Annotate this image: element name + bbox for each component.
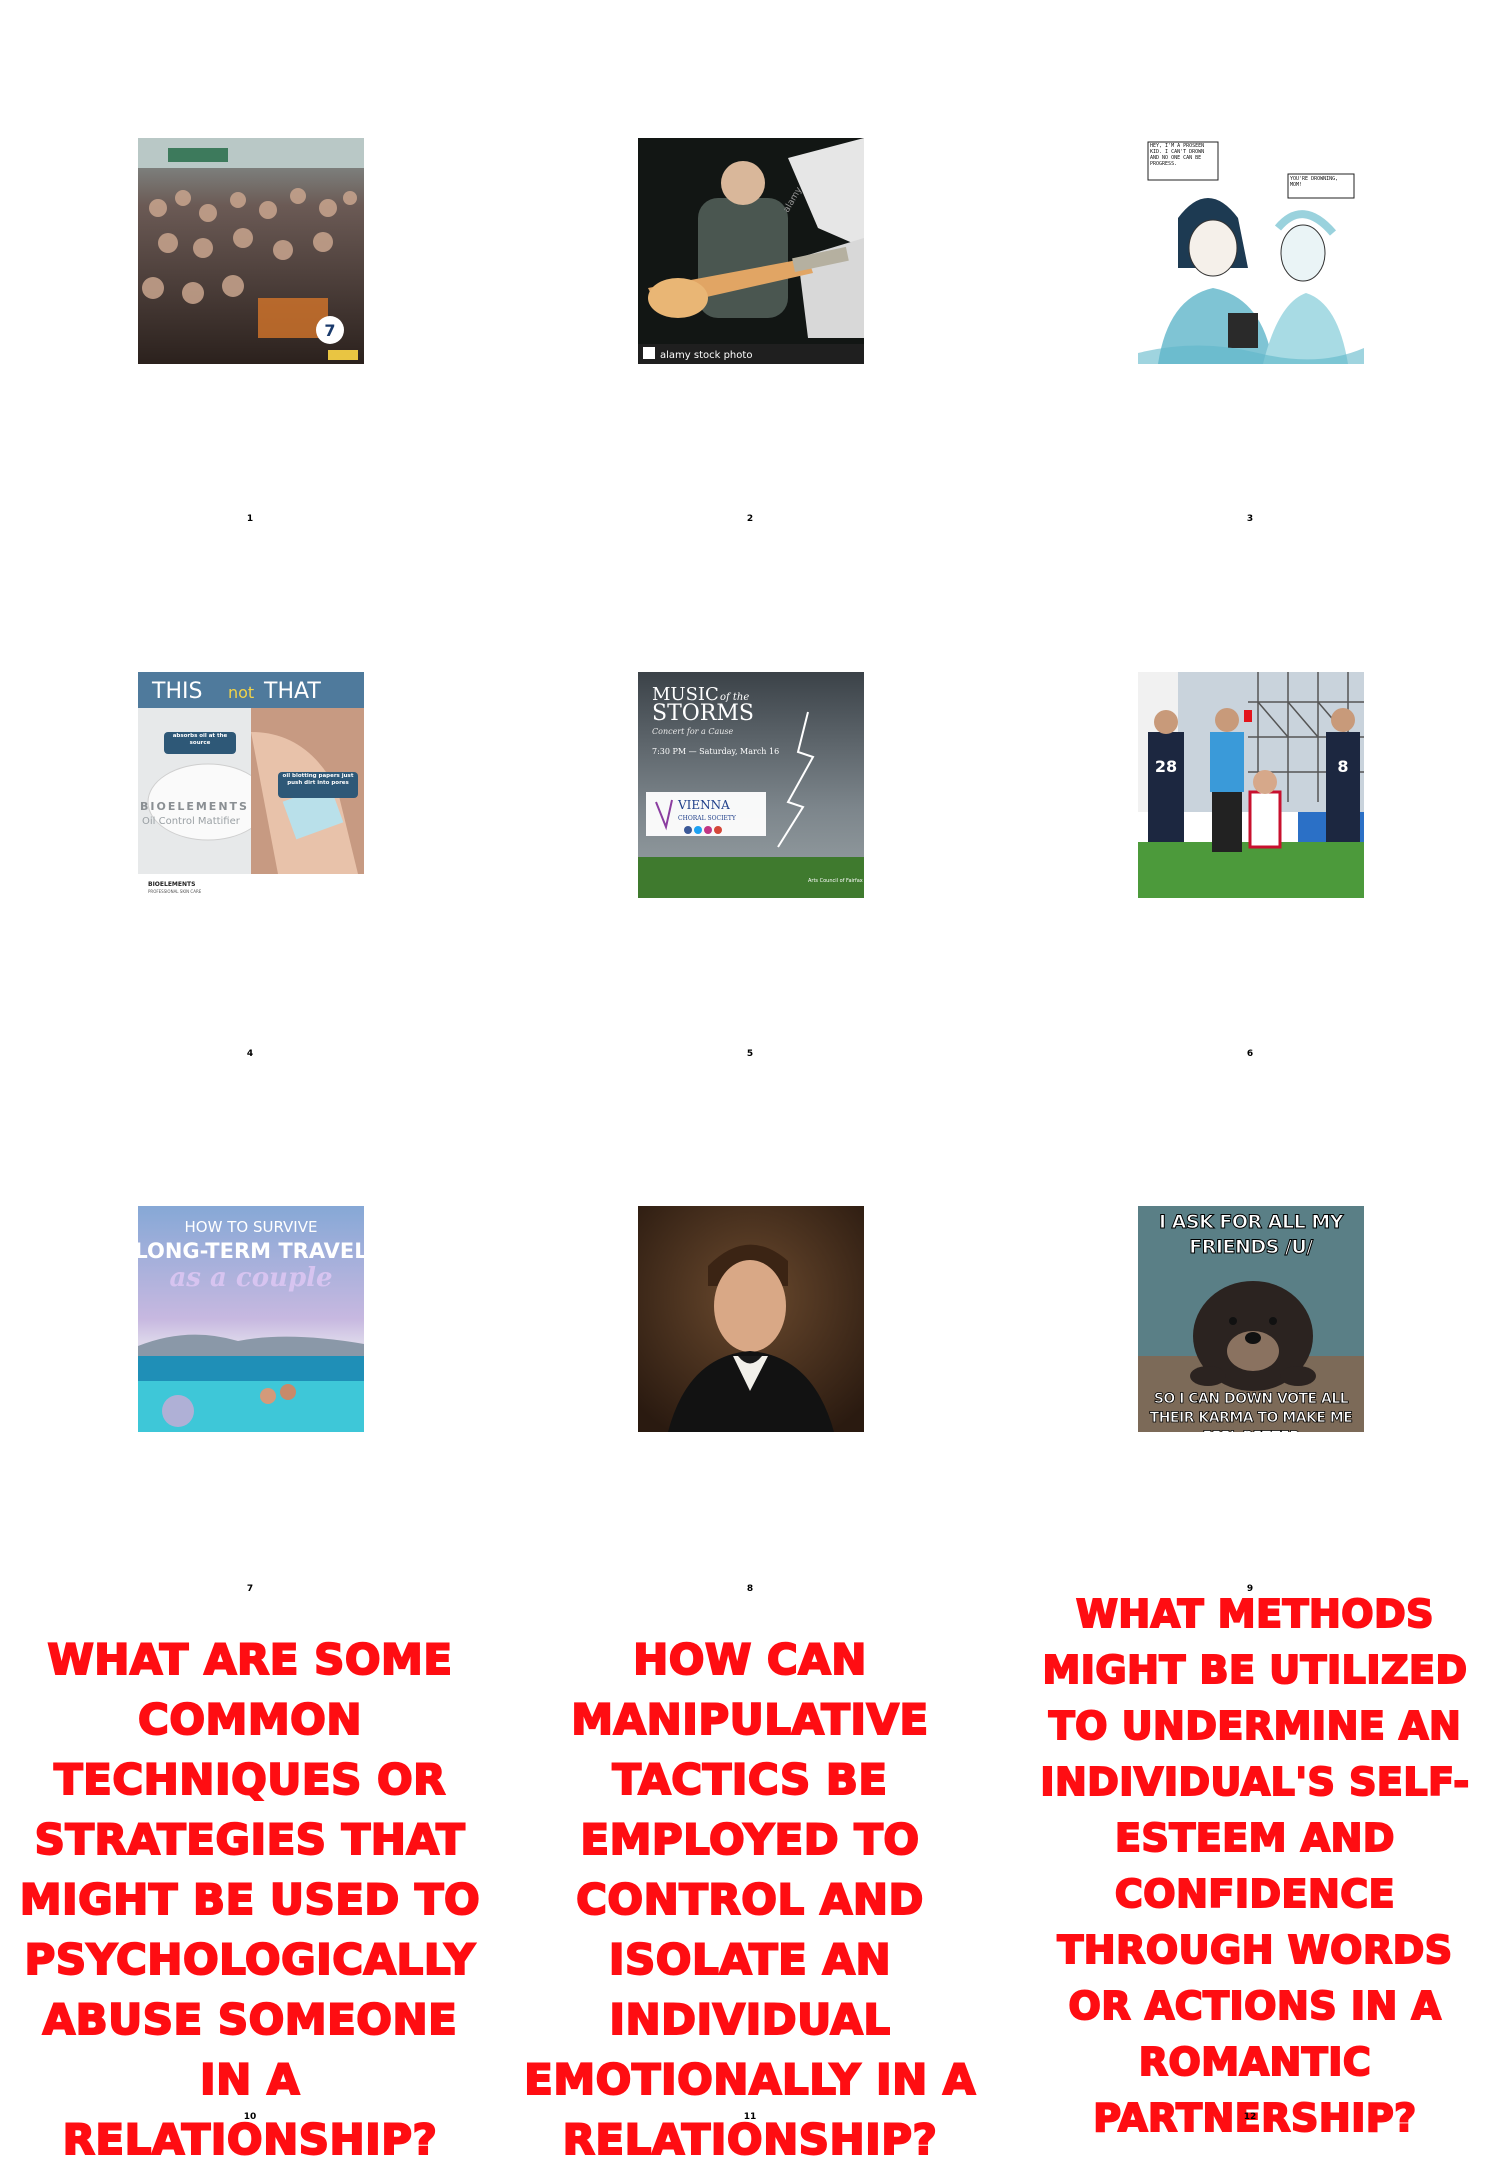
panel-4-footer-brand: BIOELEMENTS — [148, 881, 195, 888]
panel-6-jersey-left: 28 — [1155, 757, 1177, 776]
panel-number-12: 12 — [1243, 2112, 1257, 2122]
panel-5-date: 7:30 PM — Saturday, March 16 — [652, 747, 779, 756]
question-11-text: HOW CAN MANIPULATIVE TACTICS BE EMPLOYED… — [523, 1634, 976, 2165]
panel-5-title-line1: MUSIC — [652, 684, 719, 705]
panel-6-jersey-right: 8 — [1337, 757, 1348, 776]
panel-5-image: MUSIC of the STORMS Concert for a Cause … — [638, 672, 864, 898]
panel-4-headline-a: THIS — [151, 679, 202, 704]
question-10-text: WHAT ARE SOME COMMON TECHNIQUES OR STRAT… — [19, 1634, 481, 2165]
panel-7-line1: HOW TO SURVIVE — [185, 1218, 318, 1236]
panel-number-6: 6 — [1246, 1049, 1254, 1059]
panel-7-image: HOW TO SURVIVE LONG-TERM TRAVEL as a cou… — [138, 1206, 364, 1432]
panel-4-headline-b: not — [228, 683, 254, 702]
panel-9-bottom-text: SO I CAN DOWN VOTE ALL THEIR KARMA TO MA… — [1149, 1391, 1353, 1432]
panel-5-footer: Arts Council of Fairfax County — [808, 878, 864, 884]
panel-7-line3: as a couple — [169, 1263, 332, 1293]
panel-4-image: THIS not THAT absorbs oil at the source … — [138, 672, 364, 898]
panel-5-title-of: of the — [720, 692, 749, 703]
panel-5-title-line2: STORMS — [652, 701, 754, 726]
question-12-text: WHAT METHODS MIGHT BE UTILIZED TO UNDERM… — [1039, 1591, 1470, 2141]
panel-1-image: 7 — [138, 138, 364, 364]
panel-7-line2: LONG-TERM TRAVEL — [138, 1239, 364, 1263]
panel-number-11: 11 — [743, 2112, 757, 2122]
panel-1-badge: 7 — [324, 321, 335, 340]
panel-number-3: 3 — [1246, 514, 1254, 524]
panel-3-bubble-left: HEY, I'M A PROSEEN KID. I CAN'T DROWN AN… — [1150, 143, 1205, 167]
panel-number-7: 7 — [246, 1584, 254, 1594]
panel-3-image: HEY, I'M A PROSEEN KID. I CAN'T DROWN AN… — [1138, 138, 1364, 364]
panel-4-product: Oil Control Mattifier — [142, 816, 241, 827]
panel-4-headline-c: THAT — [263, 679, 321, 704]
panel-4-brand: BIOELEMENTS — [140, 800, 249, 813]
panel-number-5: 5 — [746, 1049, 754, 1059]
panel-5-org-sub: CHORAL SOCIETY — [678, 815, 737, 822]
panel-number-10: 10 — [243, 2112, 257, 2122]
panel-5-subtitle: Concert for a Cause — [652, 727, 733, 736]
panel-9-image: I ASK FOR ALL MY FRIENDS /U/ SO I CAN DO… — [1138, 1206, 1364, 1432]
panel-2-image: alamy stock photo alamy — [638, 138, 864, 364]
panel-4-footer-sub: PROFESSIONAL SKIN CARE — [148, 889, 202, 894]
panel-4-callout-1: absorbs oil at the source — [172, 733, 228, 746]
panel-number-1: 1 — [246, 514, 254, 524]
panel-number-8: 8 — [746, 1584, 754, 1594]
panel-3-bubble-right: YOU'RE DROWNING, MOM! — [1290, 176, 1339, 188]
panel-number-2: 2 — [746, 514, 754, 524]
panel-6-image: 28 8 — [1138, 672, 1364, 898]
panel-5-org-name: VIENNA — [677, 798, 730, 812]
panel-4-callout-2: oil blotting papers just push dirt into … — [282, 773, 354, 786]
panel-2-watermark: alamy stock photo — [660, 350, 752, 361]
panel-number-4: 4 — [246, 1049, 254, 1059]
panel-8-image — [638, 1206, 864, 1432]
panel-number-9: 9 — [1246, 1584, 1254, 1594]
panel-9-top-text: I ASK FOR ALL MY FRIENDS /U/ — [1159, 1211, 1345, 1259]
